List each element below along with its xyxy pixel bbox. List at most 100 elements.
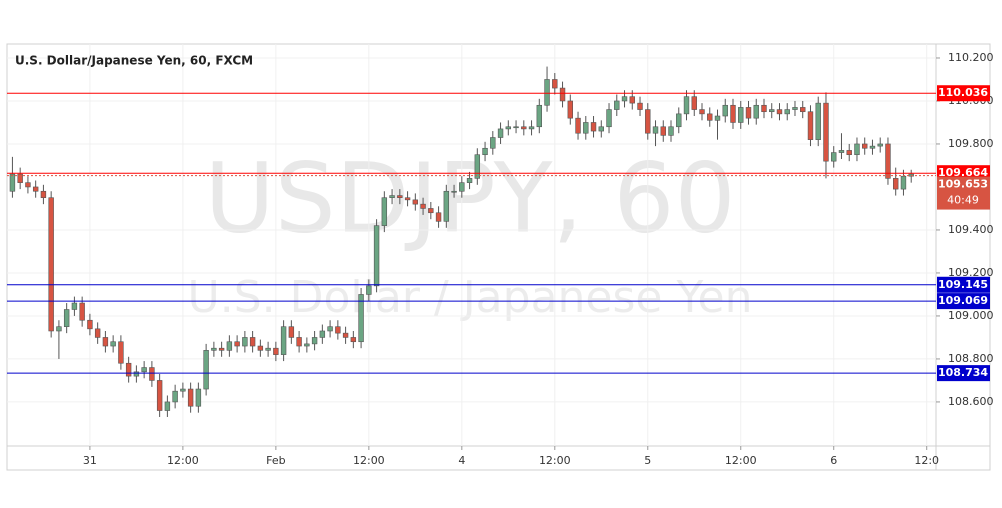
candle-body [730, 104, 736, 123]
level-label-box [937, 293, 990, 310]
candle-body [807, 111, 814, 140]
x-tick-label: 6 [830, 454, 837, 467]
candle-body [412, 199, 419, 205]
candle-body [784, 109, 790, 115]
last-price-label: 109.653 [938, 178, 988, 191]
chart-title: U.S. Dollar/Japanese Yen, 60, FXCM [15, 54, 253, 68]
candle-body [118, 341, 124, 364]
candle-body [831, 152, 837, 162]
candle-body [63, 309, 70, 327]
candle-body [79, 302, 85, 321]
candle-body [428, 208, 434, 214]
candle-body [319, 330, 326, 338]
y-tick-label: 109.800 [948, 137, 994, 150]
plot [7, 44, 936, 446]
candle-body [590, 122, 597, 132]
candle-body [776, 109, 783, 115]
candle-body [94, 328, 101, 338]
candle-body [40, 190, 47, 199]
candle-body [32, 186, 39, 192]
x-tick-label: 12:00 [167, 454, 199, 467]
candle-body [404, 197, 411, 201]
candle-body [443, 190, 450, 222]
candle-body [358, 294, 364, 343]
candle-body [823, 102, 829, 162]
candle-body [164, 401, 171, 411]
candle-body [583, 122, 589, 134]
candle-body [288, 326, 295, 338]
candle-body [683, 96, 690, 115]
candle-body [513, 126, 519, 129]
countdown: 40:49 [947, 194, 979, 207]
y-tick-label: 109.000 [948, 309, 994, 322]
candle-body [172, 390, 178, 403]
watermark: USDJPY, 60 [204, 142, 735, 254]
candle-body [48, 197, 54, 332]
candle-body [459, 182, 465, 192]
candle-body [575, 117, 581, 134]
candle-body [435, 212, 442, 222]
candle-body [621, 96, 628, 102]
candle-body [156, 380, 163, 411]
candle-body [342, 332, 349, 338]
candle-body [304, 343, 310, 347]
candle-body [249, 337, 256, 347]
x-tick-label: 31 [83, 454, 97, 467]
candle-body [838, 150, 845, 153]
candle-body [854, 143, 860, 156]
candle-body [280, 326, 287, 355]
candle-body [544, 79, 550, 106]
level-label-box [937, 365, 990, 382]
candle-body [180, 388, 186, 392]
candle-body [482, 147, 488, 156]
watermark: U.S. Dollar / Japanese Yen [188, 272, 753, 323]
y-tick-label: 108.600 [948, 395, 994, 408]
x-tick-label: 5 [644, 454, 651, 467]
candle-body [877, 143, 883, 147]
frame [6, 43, 991, 471]
candle-body [335, 326, 341, 334]
candle-body [9, 173, 16, 192]
x-tick-label: 12:00 [725, 454, 757, 467]
candle-body [420, 203, 426, 209]
candle-body [792, 107, 798, 110]
candle-body [141, 367, 147, 373]
candle-body [211, 347, 217, 351]
candle-body [226, 341, 233, 351]
candle-body [366, 285, 372, 295]
candle-body [862, 143, 868, 149]
candle-body [668, 126, 674, 136]
candle-body [451, 190, 457, 193]
candle-body [869, 145, 876, 149]
candle-body [629, 96, 635, 104]
candle-body [753, 104, 759, 119]
candle-body [800, 107, 806, 113]
candle-body [559, 87, 566, 102]
candle-body [885, 143, 891, 179]
candle-body [606, 109, 612, 128]
candle-body [149, 367, 155, 381]
candle-body [474, 154, 481, 179]
candle-body [676, 113, 682, 128]
candle-body [521, 126, 527, 130]
candle-body [900, 175, 907, 190]
candle-body [614, 100, 620, 110]
level-label: 108.734 [938, 366, 988, 379]
candle-body [273, 347, 279, 355]
candle-body [815, 102, 821, 140]
candle-body [125, 362, 132, 377]
candle-body [738, 107, 744, 123]
candle-body [373, 225, 380, 287]
candle-body [296, 337, 302, 347]
candle-body [660, 126, 666, 136]
candle-body [769, 109, 775, 113]
candle-body [567, 100, 573, 119]
candle-body [466, 178, 473, 183]
y-tick-label: 109.400 [948, 223, 994, 236]
x-tick-label: 12:00 [539, 454, 571, 467]
candle-body [187, 388, 194, 407]
candle-body [234, 341, 240, 347]
candle-body [637, 102, 643, 110]
